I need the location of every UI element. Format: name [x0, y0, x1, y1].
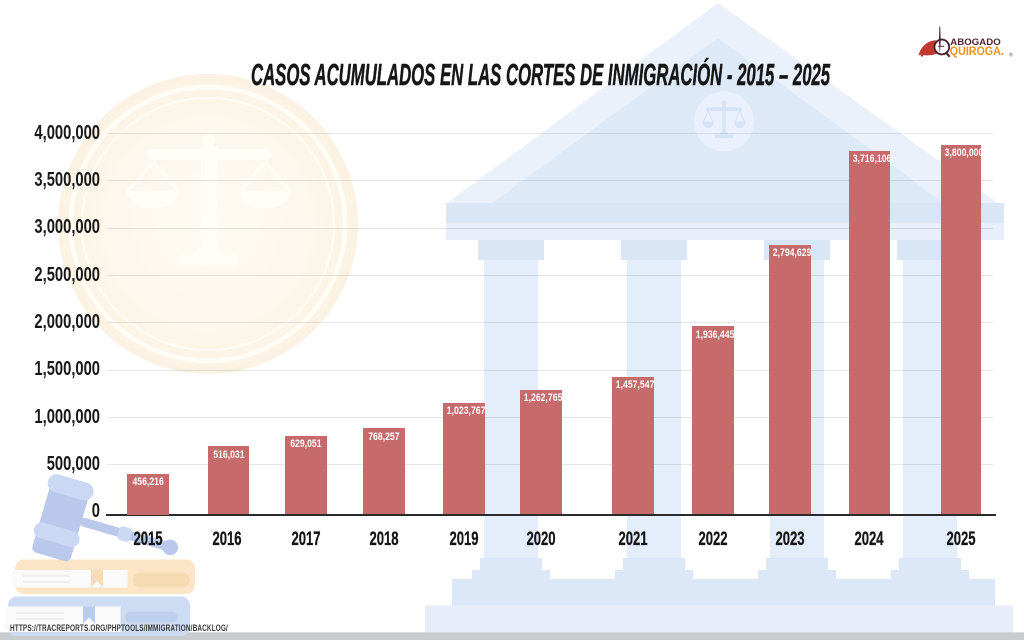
svg-text:®: ® — [1009, 51, 1013, 58]
svg-text:QUIROGA.: QUIROGA. — [950, 44, 1004, 58]
svg-text:ABOGADO: ABOGADO — [950, 37, 1001, 47]
